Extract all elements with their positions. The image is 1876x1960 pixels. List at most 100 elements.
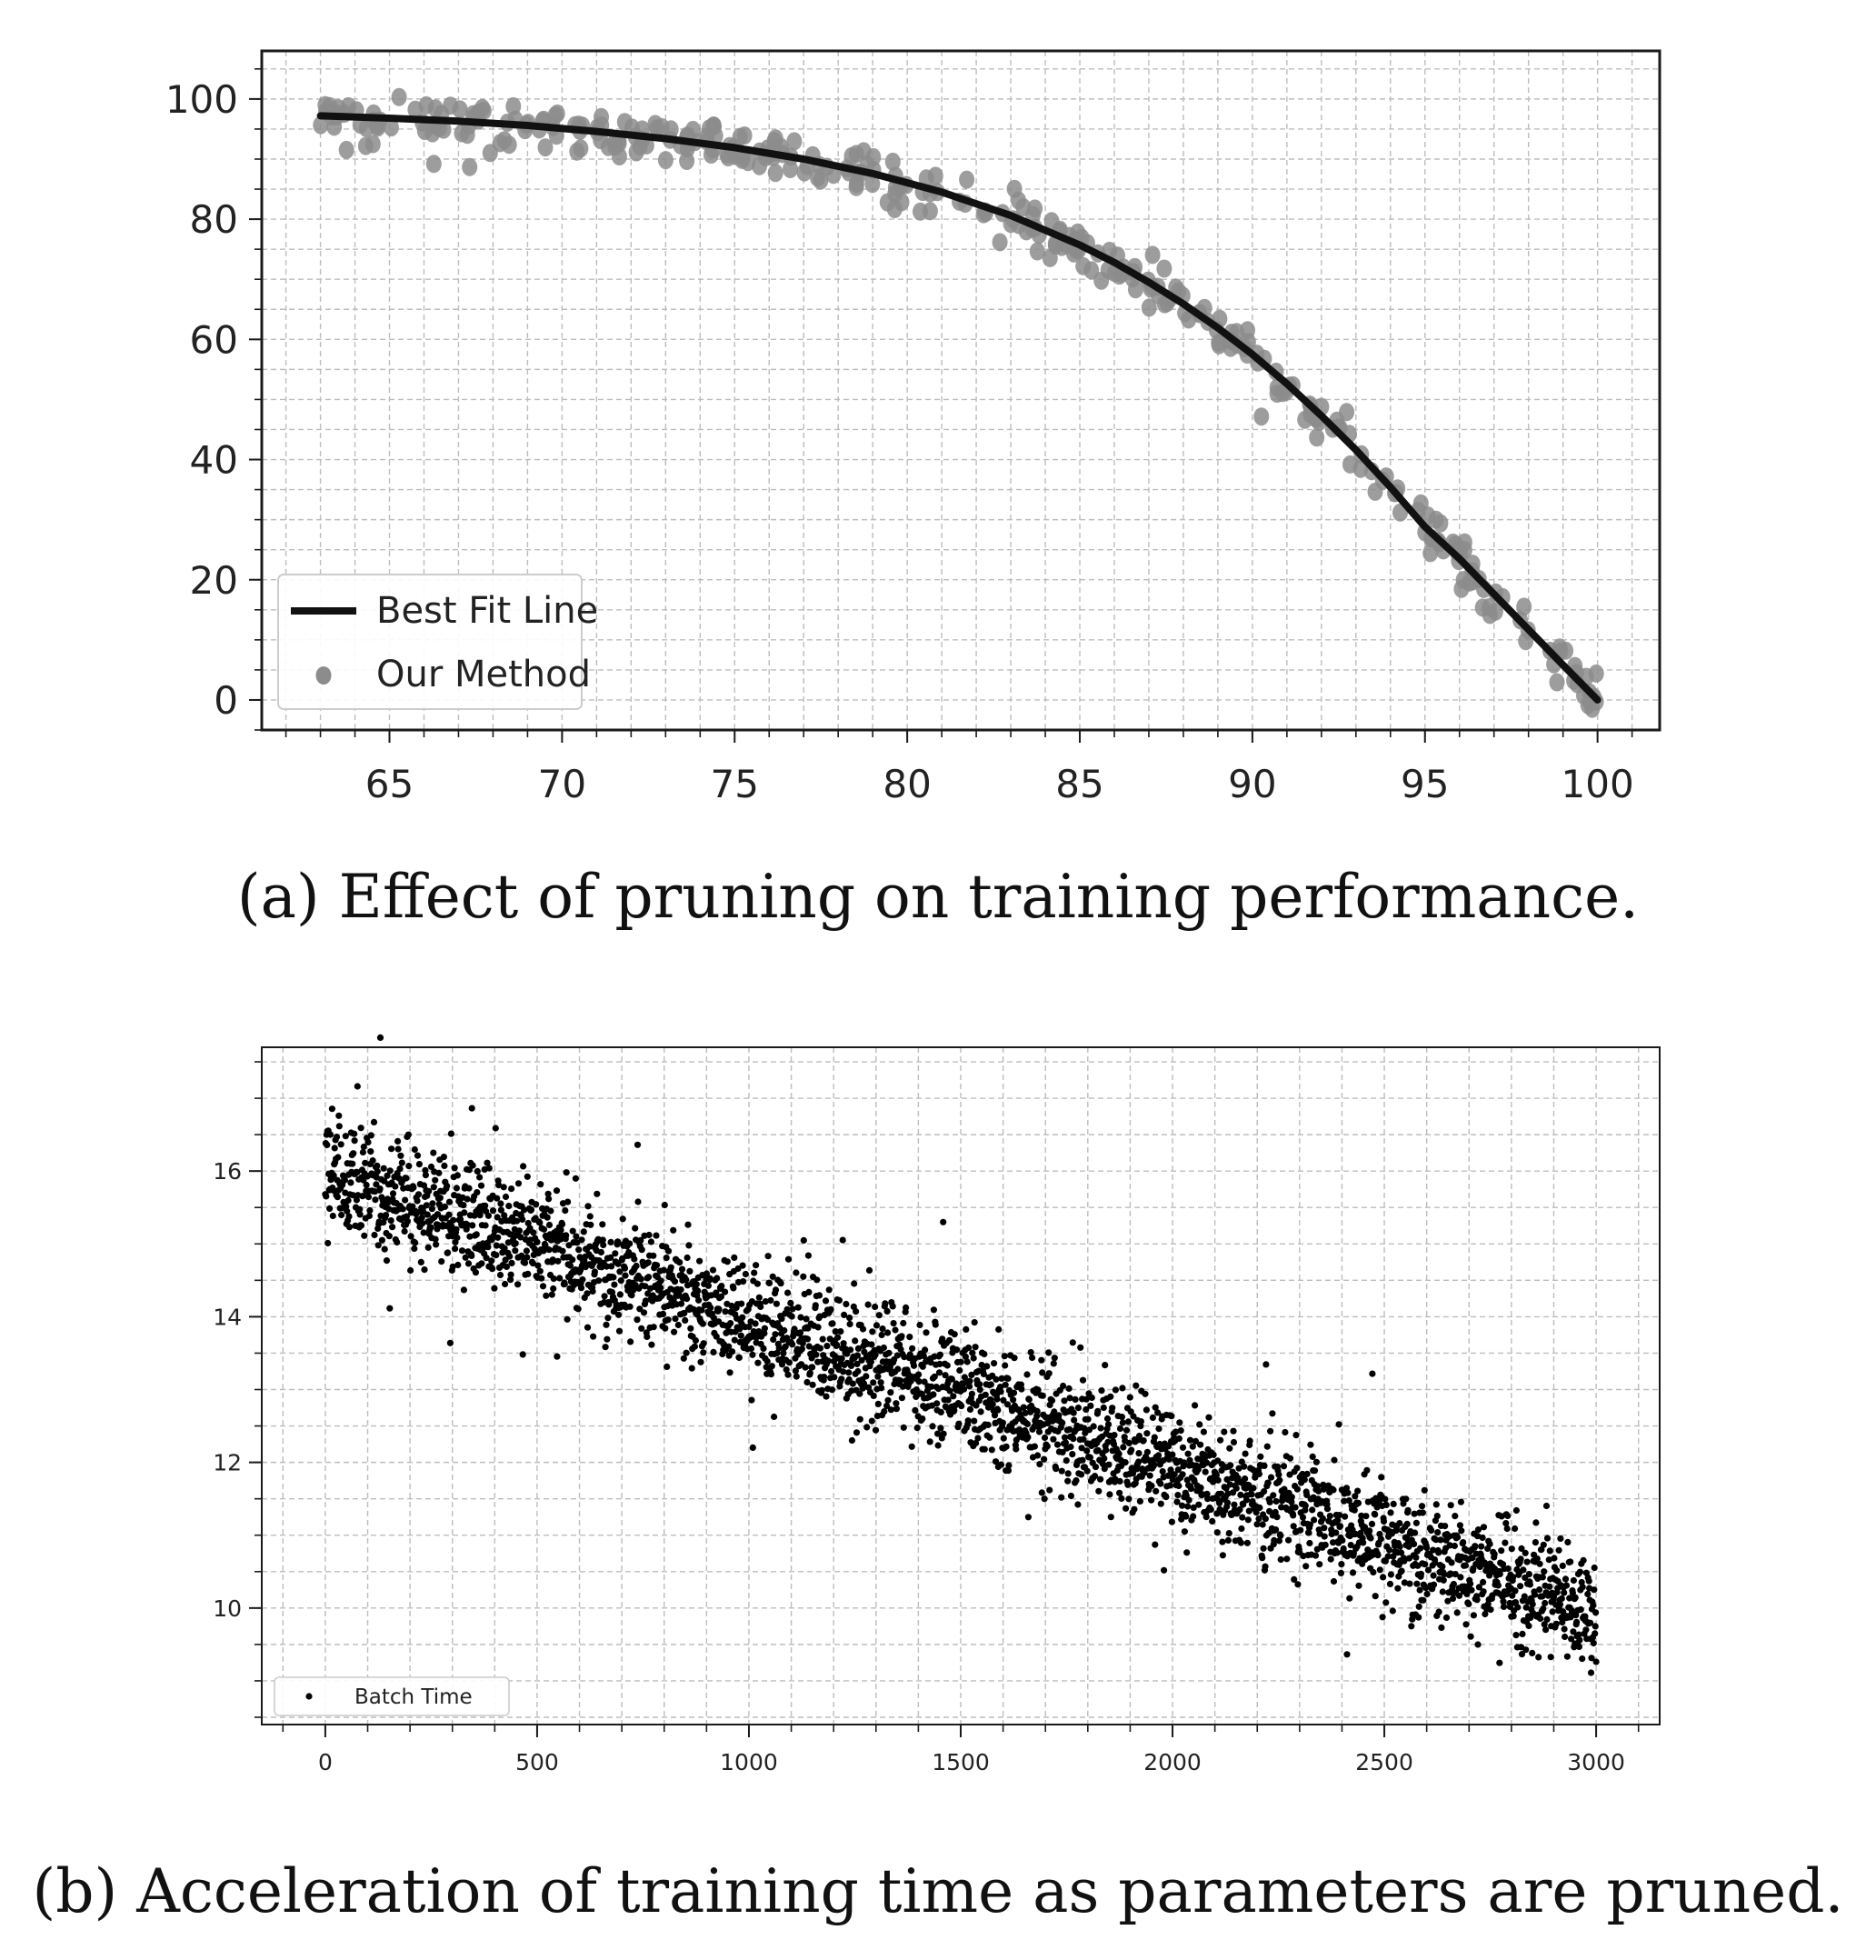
data-point xyxy=(1116,1425,1124,1433)
data-point xyxy=(1457,1574,1464,1581)
data-point xyxy=(784,1289,792,1296)
data-point xyxy=(999,1419,1006,1426)
data-point xyxy=(1109,1405,1116,1412)
data-point xyxy=(1479,1534,1486,1542)
data-point xyxy=(394,1238,401,1246)
data-point xyxy=(1015,1406,1023,1414)
data-point xyxy=(1129,1470,1137,1477)
data-point xyxy=(662,1325,669,1332)
data-point xyxy=(1404,1506,1412,1514)
data-point xyxy=(848,1387,855,1395)
data-point xyxy=(1077,1344,1084,1351)
data-point xyxy=(1533,1555,1541,1563)
data-point xyxy=(667,1264,674,1271)
data-point xyxy=(1200,1428,1207,1435)
data-point xyxy=(1143,1448,1151,1455)
data-point xyxy=(578,1236,585,1244)
data-point xyxy=(587,1221,594,1228)
data-point xyxy=(434,1211,442,1218)
data-point xyxy=(1184,1450,1192,1457)
data-point xyxy=(1552,1620,1560,1627)
data-point xyxy=(634,1198,642,1205)
data-point xyxy=(1123,1426,1131,1434)
data-point xyxy=(351,1130,358,1137)
data-point xyxy=(1262,1361,1270,1368)
data-point xyxy=(501,1212,508,1219)
data-point xyxy=(881,1408,888,1415)
data-point xyxy=(466,1233,474,1240)
data-point xyxy=(1239,1514,1246,1521)
data-point xyxy=(1022,1409,1029,1416)
data-point xyxy=(882,1300,889,1307)
data-point xyxy=(527,1206,535,1214)
data-point xyxy=(1051,1355,1058,1362)
y-tick-label: 60 xyxy=(190,317,238,362)
data-point xyxy=(409,1203,416,1210)
data-point xyxy=(1424,1566,1432,1574)
data-point xyxy=(507,1276,514,1284)
data-point xyxy=(874,1400,882,1407)
data-point xyxy=(966,1377,973,1385)
data-point xyxy=(1303,1491,1311,1498)
data-point xyxy=(474,1189,481,1196)
data-point xyxy=(1412,1554,1420,1561)
grid xyxy=(262,1047,1660,1725)
data-point xyxy=(806,1369,813,1376)
data-point xyxy=(383,1257,391,1265)
data-point xyxy=(644,1290,652,1297)
data-point xyxy=(661,1201,668,1209)
data-point xyxy=(884,1396,892,1404)
data-point xyxy=(1286,1455,1294,1462)
data-point xyxy=(837,1328,844,1335)
data-point xyxy=(614,1311,623,1318)
data-point xyxy=(1588,1655,1595,1662)
data-point xyxy=(684,1254,691,1262)
data-point xyxy=(515,1227,524,1235)
data-point xyxy=(772,1286,780,1294)
data-point xyxy=(1452,1571,1459,1578)
data-point xyxy=(789,1305,796,1313)
data-point xyxy=(1231,1501,1238,1508)
data-point xyxy=(1273,1514,1281,1521)
data-point xyxy=(464,1260,473,1267)
data-point xyxy=(718,1283,725,1290)
data-point xyxy=(1566,1595,1573,1602)
data-point xyxy=(1131,1505,1138,1513)
data-point xyxy=(1125,1439,1133,1446)
data-point xyxy=(763,1357,771,1365)
data-point xyxy=(397,1152,404,1159)
data-point xyxy=(482,1202,489,1209)
data-point xyxy=(1434,1529,1442,1536)
data-point xyxy=(553,1187,561,1195)
data-point xyxy=(664,1363,671,1370)
data-point xyxy=(1036,1461,1043,1468)
data-point xyxy=(805,1288,813,1295)
data-point xyxy=(1025,1395,1033,1404)
data-point xyxy=(1440,1576,1447,1584)
data-point xyxy=(1034,1386,1042,1394)
data-point xyxy=(915,1378,923,1385)
data-point xyxy=(326,1205,334,1212)
data-point xyxy=(1290,1523,1297,1530)
data-point xyxy=(1432,1559,1439,1566)
data-point xyxy=(1083,1467,1091,1475)
data-point xyxy=(1444,1597,1452,1605)
data-point xyxy=(1157,1480,1164,1487)
data-point xyxy=(840,1368,847,1375)
data-point xyxy=(429,1200,436,1207)
data-point xyxy=(1396,1520,1403,1527)
data-point xyxy=(1211,335,1227,355)
data-point xyxy=(1261,1488,1268,1495)
data-point xyxy=(1447,1502,1454,1509)
data-point xyxy=(1541,1621,1548,1628)
data-point xyxy=(347,1179,354,1186)
data-point xyxy=(537,138,554,157)
data-point xyxy=(1143,1430,1151,1437)
data-point xyxy=(730,1285,737,1292)
data-point xyxy=(819,1335,826,1343)
data-point xyxy=(843,146,860,165)
data-point xyxy=(460,1286,467,1294)
data-point xyxy=(1433,1513,1441,1520)
data-point xyxy=(604,1335,611,1343)
data-point xyxy=(496,131,513,150)
